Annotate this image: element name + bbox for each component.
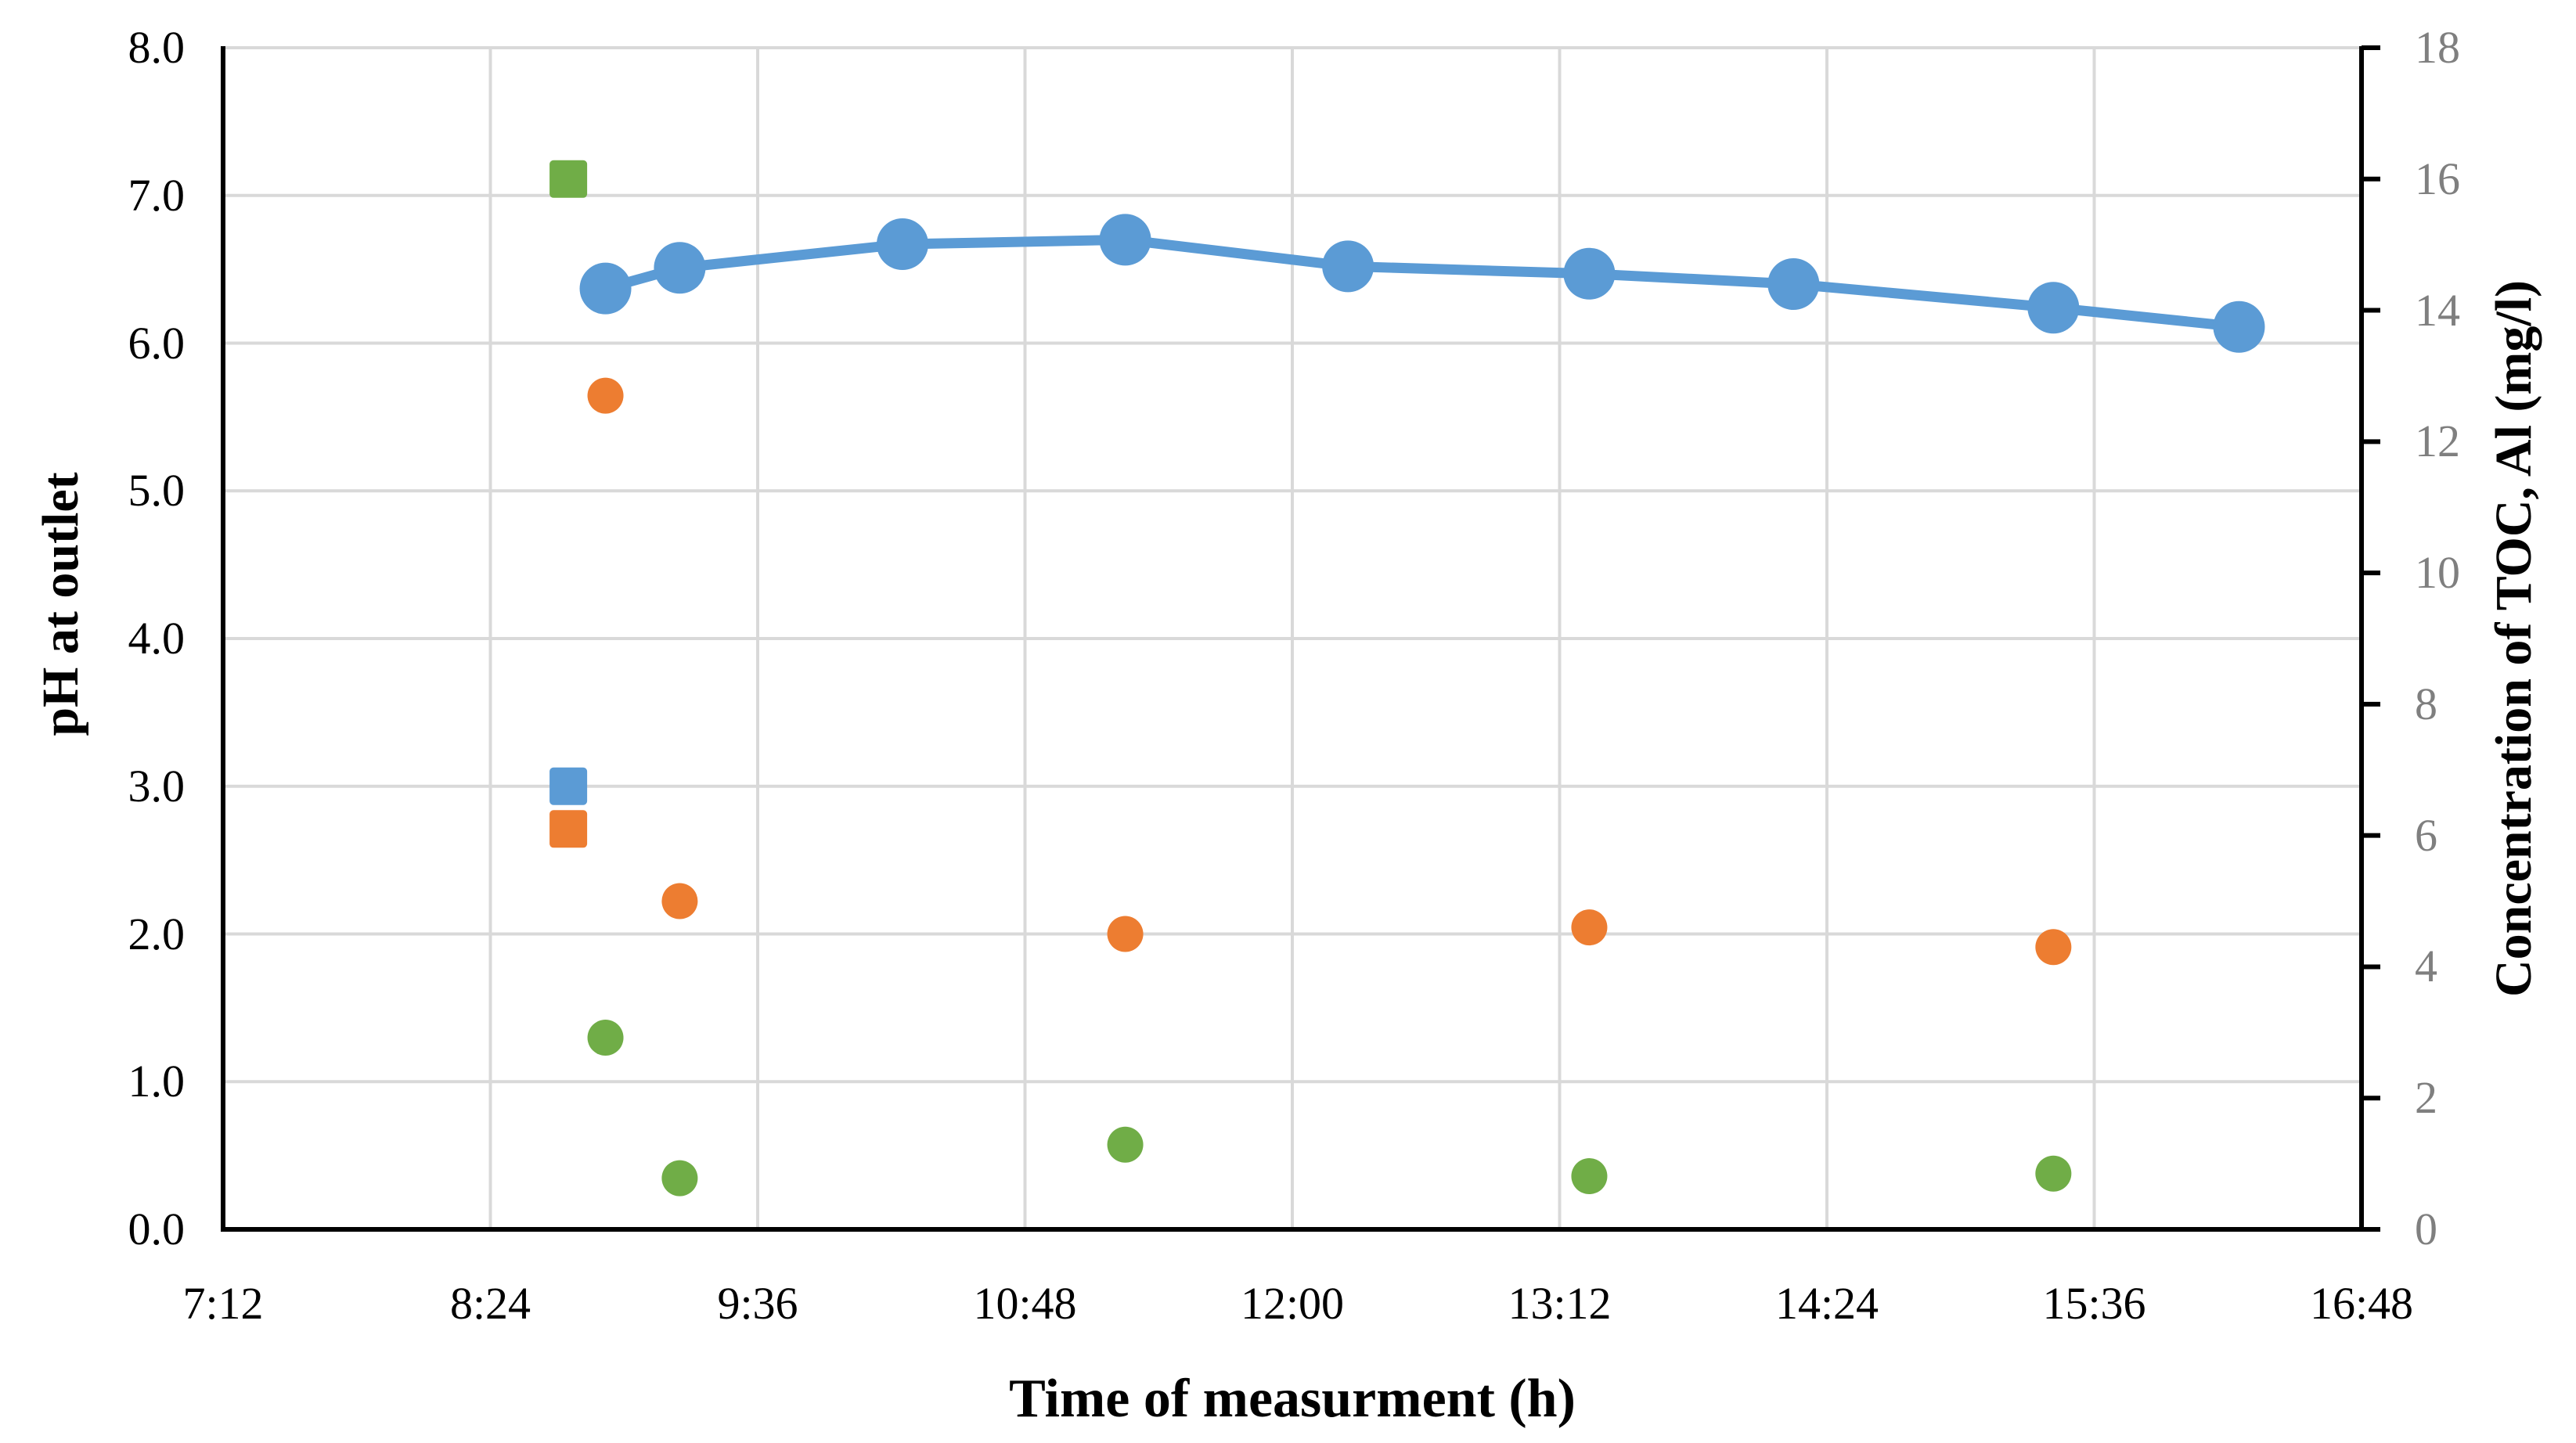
orange-circles-marker bbox=[587, 377, 624, 414]
orange-circles-marker bbox=[2035, 929, 2072, 966]
left-axis-tick-label: 8.0 bbox=[128, 22, 186, 73]
green-square-marker bbox=[549, 160, 588, 198]
left-axis-tick-label: 5.0 bbox=[128, 465, 186, 516]
blue-line-circles-marker bbox=[876, 218, 928, 271]
x-axis-tick-label: 10:48 bbox=[973, 1278, 1077, 1329]
green-circles-marker bbox=[661, 1160, 698, 1197]
blue-line-circles-marker bbox=[2213, 300, 2265, 353]
right-axis-tick-label: 6 bbox=[2415, 809, 2437, 861]
orange-circles-marker bbox=[1571, 909, 1608, 946]
orange-square-marker bbox=[549, 810, 588, 848]
green-circles-marker bbox=[1107, 1126, 1144, 1163]
blue-line-circles-marker bbox=[654, 242, 706, 294]
right-axis-tick-label: 2 bbox=[2415, 1072, 2437, 1124]
left-axis-tick-label: 1.0 bbox=[128, 1056, 186, 1107]
x-axis-tick-label: 14:24 bbox=[1774, 1278, 1879, 1329]
right-axis-tick-label: 8 bbox=[2415, 678, 2437, 729]
x-axis-tick-label: 16:48 bbox=[2309, 1278, 2414, 1329]
right-axis-tick-label: 18 bbox=[2415, 22, 2460, 73]
x-axis-tick-label: 15:36 bbox=[2042, 1278, 2146, 1329]
blue-line-circles-marker bbox=[1099, 214, 1151, 266]
x-axis-tick-label: 9:36 bbox=[717, 1278, 798, 1329]
right-axis-tick-label: 0 bbox=[2415, 1204, 2437, 1254]
right-axis-tick-label: 12 bbox=[2415, 416, 2460, 467]
blue-line-circles-marker bbox=[1563, 247, 1616, 300]
right-axis-tick-label: 4 bbox=[2415, 941, 2437, 992]
x-axis-tick-label: 13:12 bbox=[1508, 1278, 1612, 1329]
x-axis-tick-label: 12:00 bbox=[1240, 1278, 1345, 1329]
blue-line-circles-marker bbox=[579, 262, 632, 315]
right-axis-title: Concentration of TOC, Al (mg/l) bbox=[2485, 279, 2542, 998]
blue-line-circles-line bbox=[600, 234, 2244, 333]
orange-circles-marker bbox=[661, 883, 698, 919]
left-axis-tick-label: 4.0 bbox=[128, 613, 186, 664]
blue-line-circles-marker bbox=[2027, 282, 2080, 334]
orange-circles-marker bbox=[1107, 916, 1144, 952]
x-axis-title: Time of measurment (h) bbox=[1009, 1369, 1576, 1429]
blue-line-circles-marker bbox=[1322, 240, 1374, 293]
green-circles-marker bbox=[587, 1020, 624, 1056]
left-axis-tick-label: 7.0 bbox=[128, 169, 186, 221]
green-circles-marker bbox=[1571, 1158, 1608, 1195]
right-axis-tick-label: 10 bbox=[2415, 547, 2460, 599]
left-axis-tick-label: 0.0 bbox=[128, 1204, 186, 1254]
blue-square-marker bbox=[549, 767, 588, 805]
left-axis-tick-label: 3.0 bbox=[128, 760, 186, 811]
x-axis-tick-label: 7:12 bbox=[182, 1278, 264, 1329]
right-axis-tick-label: 14 bbox=[2415, 284, 2460, 336]
x-axis-tick-label: 8:24 bbox=[449, 1278, 531, 1329]
green-circles-marker bbox=[2035, 1155, 2072, 1192]
blue-line-circles-marker bbox=[1767, 258, 1820, 310]
right-axis-tick-label: 16 bbox=[2415, 153, 2460, 204]
left-axis-tick-label: 6.0 bbox=[128, 317, 186, 369]
left-axis-tick-label: 2.0 bbox=[128, 908, 186, 959]
